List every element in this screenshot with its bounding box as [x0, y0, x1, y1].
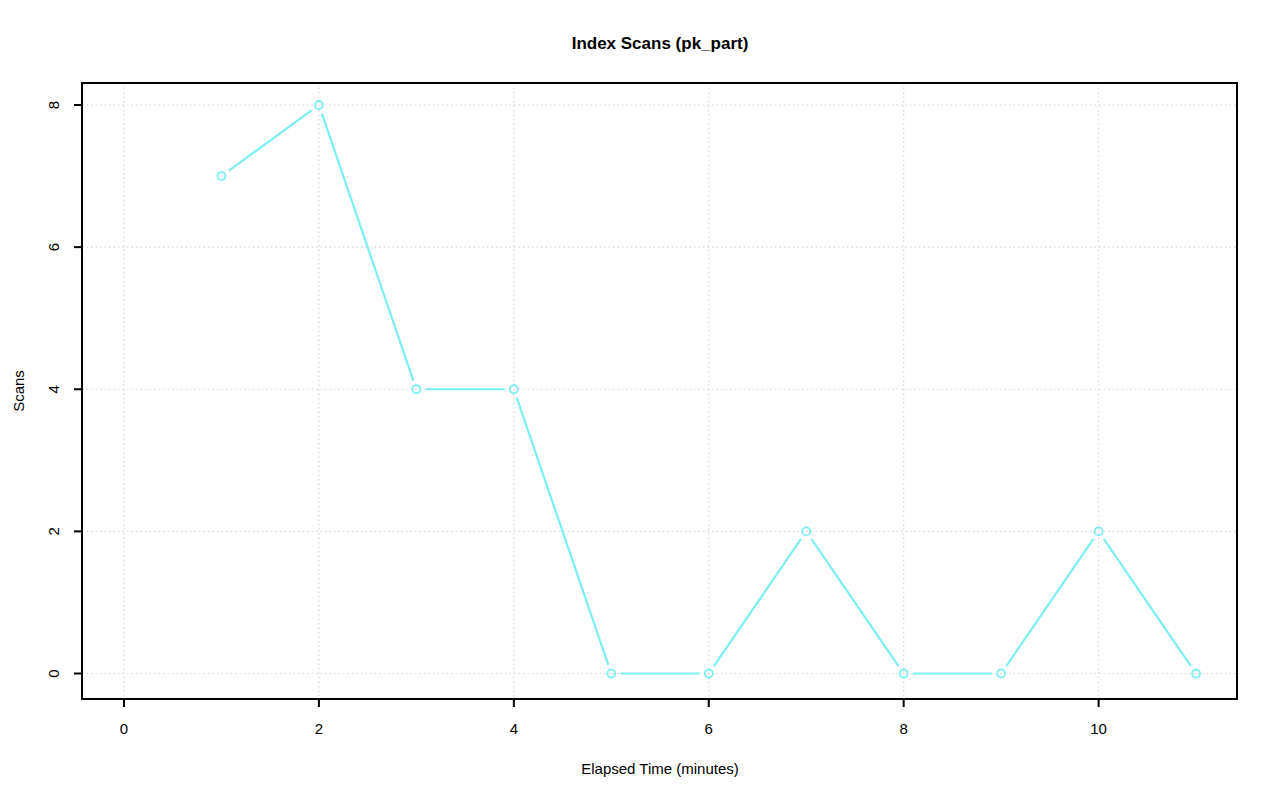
x-tick-label: 10 — [1090, 720, 1107, 737]
x-tick-label: 2 — [315, 720, 323, 737]
series-line-segment — [517, 399, 608, 664]
x-axis-label: Elapsed Time (minutes) — [581, 760, 739, 777]
series-line-segment — [714, 540, 800, 666]
grid-layer — [82, 83, 1237, 699]
y-tick-label: 8 — [45, 101, 62, 109]
y-axis-label: Scans — [10, 370, 27, 412]
series-line-segment — [322, 114, 413, 379]
x-tick-label: 4 — [510, 720, 518, 737]
series-line-segment — [1007, 540, 1093, 666]
chart: 0 2 4 6 8 10 0 2 4 6 8 Index Scans (pk_part) Elaps… — [0, 0, 1280, 801]
x-tick-label: 8 — [900, 720, 908, 737]
series-line-segment — [230, 111, 311, 170]
axis-ticks: 0 2 4 6 8 10 0 2 4 6 8 — [45, 101, 1107, 737]
plot-border — [82, 83, 1237, 699]
series-line-segment — [1104, 540, 1190, 666]
x-tick-label: 0 — [120, 720, 128, 737]
y-tick-label: 4 — [45, 385, 62, 393]
chart-svg: 0 2 4 6 8 10 0 2 4 6 8 Index Scans (pk_part) Elaps… — [0, 0, 1280, 801]
series-line-segment — [812, 540, 898, 666]
y-tick-label: 0 — [45, 669, 62, 677]
y-tick-label: 2 — [45, 527, 62, 535]
data-point — [217, 172, 225, 180]
y-tick-label: 6 — [45, 243, 62, 251]
chart-title: Index Scans (pk_part) — [572, 34, 749, 53]
x-tick-label: 6 — [705, 720, 713, 737]
